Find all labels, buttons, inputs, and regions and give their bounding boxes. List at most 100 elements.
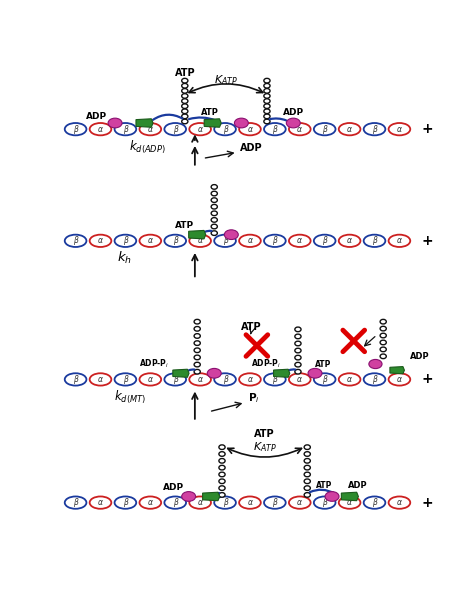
Ellipse shape [295, 355, 301, 360]
Ellipse shape [295, 327, 301, 332]
Ellipse shape [207, 368, 221, 378]
Ellipse shape [194, 370, 201, 374]
Ellipse shape [389, 123, 410, 136]
Text: β: β [223, 237, 228, 245]
Ellipse shape [182, 109, 188, 114]
Ellipse shape [219, 486, 225, 491]
Ellipse shape [182, 78, 188, 83]
Ellipse shape [211, 198, 218, 202]
Ellipse shape [115, 497, 136, 509]
Ellipse shape [264, 78, 270, 83]
Ellipse shape [295, 362, 301, 367]
Ellipse shape [308, 368, 322, 378]
Ellipse shape [304, 492, 310, 497]
Text: α: α [148, 237, 153, 245]
Text: β: β [322, 125, 327, 134]
Text: ATP: ATP [175, 221, 194, 230]
Text: α: α [347, 375, 352, 384]
Ellipse shape [182, 98, 188, 103]
Ellipse shape [339, 373, 360, 385]
Ellipse shape [304, 452, 310, 457]
Text: β: β [273, 375, 277, 384]
Ellipse shape [389, 235, 410, 247]
Ellipse shape [108, 118, 122, 128]
Ellipse shape [364, 123, 385, 136]
Text: α: α [247, 498, 253, 507]
Ellipse shape [139, 373, 161, 385]
Text: β: β [73, 375, 78, 384]
Text: β: β [123, 375, 128, 384]
Ellipse shape [389, 373, 410, 385]
Ellipse shape [211, 191, 218, 196]
Text: β: β [73, 498, 78, 507]
Text: P$_i$: P$_i$ [247, 391, 259, 405]
Ellipse shape [211, 231, 218, 235]
Ellipse shape [189, 123, 211, 136]
Text: β: β [322, 237, 327, 245]
Ellipse shape [314, 497, 336, 509]
Text: α: α [198, 375, 202, 384]
Ellipse shape [182, 104, 188, 108]
Polygon shape [390, 367, 404, 374]
Ellipse shape [139, 123, 161, 136]
Text: $k_{d(ADP)}$: $k_{d(ADP)}$ [129, 139, 166, 156]
Text: α: α [198, 237, 202, 245]
Text: β: β [372, 498, 377, 507]
Text: α: α [247, 125, 253, 134]
Text: α: α [98, 375, 103, 384]
Ellipse shape [364, 497, 385, 509]
Ellipse shape [264, 235, 286, 247]
Ellipse shape [182, 119, 188, 124]
Polygon shape [173, 369, 189, 378]
Text: +: + [421, 122, 433, 136]
Ellipse shape [214, 123, 236, 136]
Ellipse shape [214, 373, 236, 385]
Ellipse shape [380, 354, 386, 359]
Ellipse shape [194, 362, 201, 367]
Ellipse shape [182, 94, 188, 98]
Ellipse shape [194, 348, 201, 353]
Ellipse shape [380, 326, 386, 331]
Ellipse shape [194, 326, 201, 331]
Ellipse shape [304, 479, 310, 483]
Ellipse shape [211, 211, 218, 216]
Text: $K_{ATP}$: $K_{ATP}$ [253, 440, 277, 454]
Ellipse shape [65, 123, 86, 136]
Text: ADP: ADP [283, 108, 304, 117]
Ellipse shape [264, 114, 270, 119]
Text: +: + [421, 234, 433, 248]
Ellipse shape [194, 355, 201, 360]
Text: α: α [148, 125, 153, 134]
Text: β: β [273, 498, 277, 507]
Text: +: + [421, 496, 433, 510]
Polygon shape [204, 119, 221, 127]
Ellipse shape [194, 334, 201, 338]
Text: β: β [123, 237, 128, 245]
Ellipse shape [339, 497, 360, 509]
Ellipse shape [219, 479, 225, 483]
Text: β: β [73, 125, 78, 134]
Text: α: α [347, 498, 352, 507]
Ellipse shape [369, 359, 382, 368]
Text: α: α [347, 237, 352, 245]
Ellipse shape [182, 492, 196, 502]
Ellipse shape [295, 341, 301, 346]
Ellipse shape [339, 235, 360, 247]
Text: α: α [297, 375, 302, 384]
Ellipse shape [264, 89, 270, 93]
Text: ATP: ATP [316, 481, 332, 490]
Ellipse shape [239, 497, 261, 509]
Ellipse shape [264, 373, 286, 385]
Text: β: β [223, 375, 228, 384]
Text: α: α [198, 498, 202, 507]
Text: α: α [347, 125, 352, 134]
Ellipse shape [235, 118, 248, 128]
Ellipse shape [364, 373, 385, 385]
Text: ATP: ATP [201, 108, 219, 117]
Ellipse shape [194, 319, 201, 324]
Ellipse shape [65, 235, 86, 247]
Ellipse shape [304, 486, 310, 491]
Text: ATP: ATP [315, 359, 331, 368]
Ellipse shape [339, 123, 360, 136]
Text: β: β [372, 375, 377, 384]
